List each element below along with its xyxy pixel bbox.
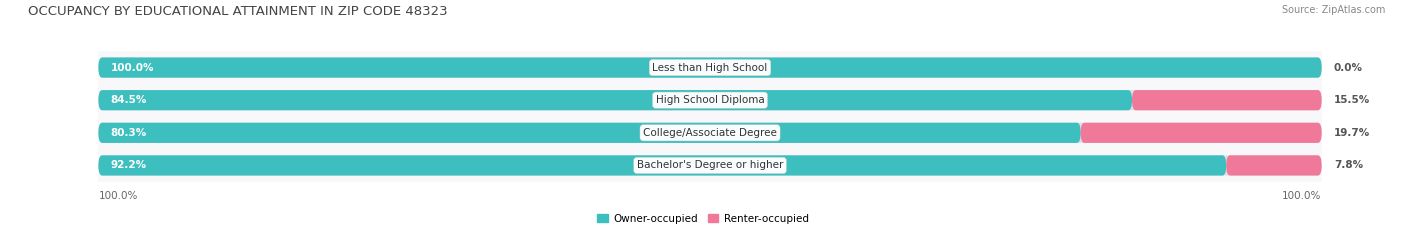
FancyBboxPatch shape [98, 58, 1322, 78]
FancyBboxPatch shape [98, 123, 1081, 143]
FancyBboxPatch shape [98, 90, 1132, 110]
Text: College/Associate Degree: College/Associate Degree [643, 128, 778, 138]
Text: Source: ZipAtlas.com: Source: ZipAtlas.com [1281, 5, 1385, 15]
Text: 7.8%: 7.8% [1334, 161, 1362, 170]
Text: 100.0%: 100.0% [1282, 191, 1322, 201]
Text: 15.5%: 15.5% [1334, 95, 1369, 105]
FancyBboxPatch shape [98, 90, 1322, 110]
Legend: Owner-occupied, Renter-occupied: Owner-occupied, Renter-occupied [593, 209, 813, 228]
FancyBboxPatch shape [98, 123, 1322, 143]
Text: Less than High School: Less than High School [652, 63, 768, 72]
Text: 19.7%: 19.7% [1334, 128, 1369, 138]
Text: High School Diploma: High School Diploma [655, 95, 765, 105]
FancyBboxPatch shape [1226, 155, 1322, 175]
FancyBboxPatch shape [1132, 90, 1322, 110]
Text: OCCUPANCY BY EDUCATIONAL ATTAINMENT IN ZIP CODE 48323: OCCUPANCY BY EDUCATIONAL ATTAINMENT IN Z… [28, 5, 447, 18]
FancyBboxPatch shape [98, 155, 1322, 175]
Text: 84.5%: 84.5% [111, 95, 148, 105]
Text: 0.0%: 0.0% [1334, 63, 1362, 72]
Text: Bachelor's Degree or higher: Bachelor's Degree or higher [637, 161, 783, 170]
Text: 100.0%: 100.0% [98, 191, 138, 201]
FancyBboxPatch shape [98, 155, 1226, 175]
Text: 92.2%: 92.2% [111, 161, 146, 170]
Text: 80.3%: 80.3% [111, 128, 146, 138]
FancyBboxPatch shape [1081, 123, 1322, 143]
FancyBboxPatch shape [98, 58, 1322, 78]
Text: 100.0%: 100.0% [111, 63, 155, 72]
